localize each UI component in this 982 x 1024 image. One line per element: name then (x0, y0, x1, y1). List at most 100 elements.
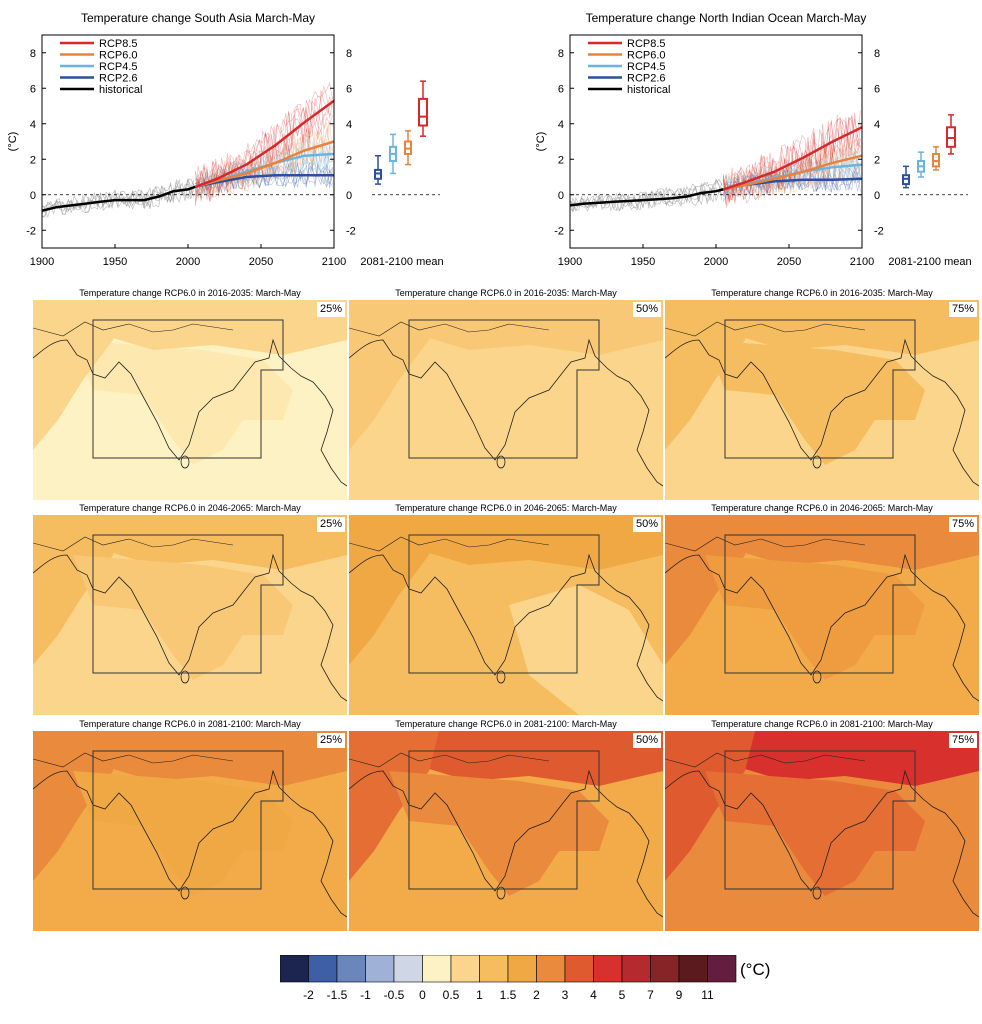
map-patch-west (349, 300, 439, 450)
colorbar-swatch (365, 955, 395, 983)
legend-label: RCP2.6 (99, 73, 138, 85)
x-tick-label: 2000 (176, 256, 200, 268)
map-title: Temperature change RCP6.0 in 2016-2035: … (79, 288, 301, 298)
map-title: Temperature change RCP6.0 in 2046-2065: … (79, 503, 301, 513)
colorbar-tick-label: 0.5 (443, 988, 460, 1002)
colorbar-swatch (393, 955, 423, 983)
region-box (724, 534, 916, 674)
ensemble-member-line (723, 147, 861, 203)
map-patch-west (349, 731, 439, 881)
colorbar-tick-label: 5 (619, 988, 626, 1002)
y-tick-label-right: 4 (346, 119, 352, 131)
sri-lanka-outline (180, 455, 190, 469)
ensemble-member-line (723, 156, 861, 198)
coastline-north (665, 321, 866, 337)
colorbar-tick-label: -2 (303, 988, 314, 1002)
colorbar-swatch (621, 955, 651, 983)
y-tick-label-right: 4 (874, 119, 880, 131)
coastline-north (349, 752, 550, 768)
ensemble-member-line (195, 162, 333, 194)
map-panel: Temperature change RCP6.0 in 2046-2065: … (349, 501, 663, 715)
ensemble-member-line (195, 122, 333, 196)
colorbar-swatch (450, 955, 480, 983)
sri-lanka-outline (812, 670, 822, 684)
x-tick-label: 1900 (30, 256, 54, 268)
map-title: Temperature change RCP6.0 in 2046-2065: … (711, 503, 933, 513)
ensemble-member-line (723, 114, 861, 201)
timeseries-north-indian-ocean: Temperature change North Indian Ocean Ma… (535, 11, 972, 268)
colorbar-swatch (593, 955, 623, 983)
ensemble-member-line (195, 150, 333, 196)
colorbar-tick-label: 3 (562, 988, 569, 1002)
y-tick-label-right: 6 (874, 83, 880, 95)
y-tick-label-right: 2 (346, 154, 352, 166)
map-field: 25% (33, 300, 347, 500)
legend-label: RCP2.6 (627, 73, 666, 85)
colorbar-tick-label: 2 (533, 988, 540, 1002)
sri-lanka-outline (496, 670, 506, 684)
map-field: 75% (665, 731, 979, 931)
ensemble-member-line (723, 144, 861, 199)
ensemble-member-line (41, 178, 195, 218)
legend-label: RCP8.5 (99, 38, 138, 50)
colorbar-swatch (536, 955, 566, 983)
colorbar-tick-label: 11 (701, 988, 714, 1002)
x-tick-label: 1950 (631, 256, 655, 268)
series-line-rcp85 (194, 99, 335, 188)
map-title: Temperature change RCP6.0 in 2081-2100: … (711, 719, 933, 729)
box-axis-label: 2081-2100 mean (888, 256, 971, 268)
ensemble-member-line (195, 141, 333, 196)
ensemble-member-line (723, 141, 861, 203)
x-tick-label: 2050 (249, 256, 273, 268)
y-tick-label: 2 (558, 154, 564, 166)
y-tick-label: 6 (558, 83, 564, 95)
x-tick-label: 2050 (777, 256, 801, 268)
coastline (665, 769, 979, 918)
colorbar-swatch (650, 955, 680, 983)
ensemble-member-line (195, 162, 333, 195)
colorbar-swatch (507, 955, 537, 983)
sri-lanka-outline (496, 455, 506, 469)
region-box (92, 319, 284, 459)
colorbar-tick-label: 7 (647, 988, 654, 1002)
coastline-north (33, 321, 234, 337)
y-tick-label: -2 (26, 225, 36, 237)
colorbar-tick-label: 4 (590, 988, 597, 1002)
map-field: 25% (33, 731, 347, 931)
legend-label: RCP6.0 (627, 50, 666, 62)
y-axis-label: (°C) (535, 132, 547, 152)
ensemble-member-line (723, 165, 861, 197)
ensemble-member-line (195, 90, 333, 198)
map-title: Temperature change RCP6.0 in 2016-2035: … (395, 288, 617, 298)
map-field: 50% (349, 731, 663, 931)
ensemble-member-line (723, 167, 861, 197)
percentile-label: 25% (316, 733, 345, 748)
coastline (33, 769, 347, 918)
ensemble-member-line (195, 97, 333, 203)
map-patch-west (33, 300, 123, 450)
sri-lanka-outline (496, 886, 506, 900)
percentile-label: 75% (948, 733, 977, 748)
map-field: 75% (665, 300, 979, 500)
legend-label: RCP6.0 (99, 50, 138, 62)
ensemble-member-line (195, 141, 333, 199)
map-panel: Temperature change RCP6.0 in 2016-2035: … (33, 286, 347, 500)
coastline (665, 553, 979, 702)
box-axis-label: 2081-2100 mean (360, 256, 443, 268)
map-panel: Temperature change RCP6.0 in 2081-2100: … (33, 717, 347, 931)
coastline-north (33, 752, 234, 768)
colorbar-swatch (479, 955, 509, 983)
colorbar-unit: (°C) (740, 960, 770, 979)
percentile-label: 25% (316, 517, 345, 532)
map-patch-west (665, 300, 755, 450)
region-box (92, 750, 284, 890)
colorbar-tick-label: 9 (676, 988, 683, 1002)
x-tick-label: 2100 (850, 256, 874, 268)
map-field: 50% (349, 300, 663, 500)
y-tick-label: 0 (30, 190, 36, 202)
ensemble-member-line (569, 178, 723, 212)
y-tick-label-right: 0 (346, 190, 352, 202)
coastline (349, 553, 663, 702)
map-patch-west (665, 515, 755, 665)
coastline (33, 338, 347, 487)
